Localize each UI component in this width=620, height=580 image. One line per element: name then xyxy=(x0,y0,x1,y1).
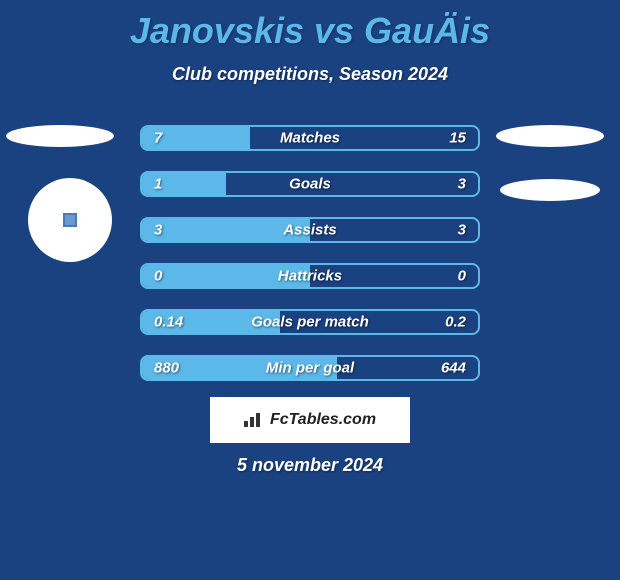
stat-label: Goals per match xyxy=(251,314,369,331)
stat-left-value: 0 xyxy=(154,268,162,285)
decorative-ellipse xyxy=(6,125,114,147)
stat-right-value: 3 xyxy=(458,176,466,193)
decorative-ellipse xyxy=(496,125,604,147)
decorative-ellipse xyxy=(500,179,600,201)
stat-label: Hattricks xyxy=(278,268,342,285)
stat-right-value: 3 xyxy=(458,222,466,239)
stat-row: 1 Goals 3 xyxy=(140,171,480,197)
stat-label: Assists xyxy=(283,222,336,239)
page-title: Janovskis vs GauÄis xyxy=(0,0,620,52)
stat-label: Matches xyxy=(280,130,340,147)
stat-right-value: 15 xyxy=(449,130,466,147)
stat-left-value: 880 xyxy=(154,360,179,377)
badge-text: FcTables.com xyxy=(270,411,376,429)
stat-left-value: 7 xyxy=(154,130,162,147)
logo-inner-icon xyxy=(63,213,77,227)
stat-label: Goals xyxy=(289,176,331,193)
stat-right-value: 644 xyxy=(441,360,466,377)
stat-left-value: 3 xyxy=(154,222,162,239)
stat-left-value: 1 xyxy=(154,176,162,193)
stat-row: 880 Min per goal 644 xyxy=(140,355,480,381)
stat-right-value: 0 xyxy=(458,268,466,285)
stat-left-value: 0.14 xyxy=(154,314,183,331)
stat-row: 7 Matches 15 xyxy=(140,125,480,151)
chart-bars-icon xyxy=(244,413,264,427)
team-logo xyxy=(28,178,112,262)
stat-row: 3 Assists 3 xyxy=(140,217,480,243)
date-label: 5 november 2024 xyxy=(237,455,383,476)
stat-label: Min per goal xyxy=(266,360,354,377)
subtitle: Club competitions, Season 2024 xyxy=(0,64,620,85)
stats-panel: 7 Matches 15 1 Goals 3 3 Assists 3 0 Hattricks 0 0.1… xyxy=(140,125,480,401)
stat-row: 0.14 Goals per match 0.2 xyxy=(140,309,480,335)
stat-row: 0 Hattricks 0 xyxy=(140,263,480,289)
stat-right-value: 0.2 xyxy=(445,314,466,331)
site-badge[interactable]: FcTables.com xyxy=(210,397,410,443)
